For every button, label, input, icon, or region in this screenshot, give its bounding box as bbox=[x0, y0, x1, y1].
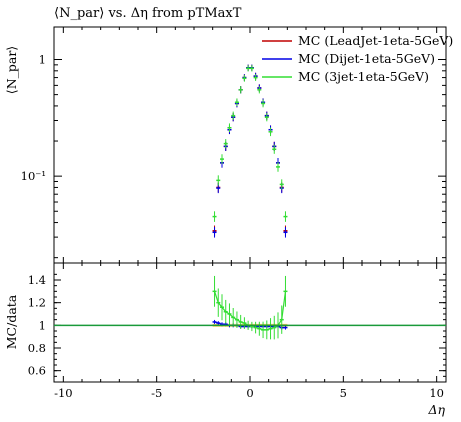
main-axis-ticks: 10⁻¹ 1 bbox=[21, 27, 446, 263]
main-y-tick-label: 1 bbox=[39, 53, 46, 67]
main-series-3 bbox=[212, 65, 288, 222]
ratio-axis-ticks: -10 -5 0 5 10 0.6 0.8 1 1.2 1.4 bbox=[28, 263, 446, 400]
x-tick-label: 10 bbox=[429, 386, 444, 400]
x-tick-label: -5 bbox=[151, 386, 162, 400]
x-tick-label: 0 bbox=[246, 386, 253, 400]
legend-item-leadjet: MC (LeadJet-1eta-5GeV) bbox=[262, 33, 453, 48]
ratio-series-group bbox=[54, 275, 446, 340]
x-tick-label: 5 bbox=[340, 386, 347, 400]
main-series-2 bbox=[212, 64, 288, 238]
ratio-panel: MC/data Δη -10 -5 0 5 10 0.6 0.8 1 1.2 1.4 bbox=[4, 262, 447, 417]
main-panel: ⟨N_par⟩ 10⁻¹ 1 bbox=[4, 26, 447, 264]
ratio-y-axis-label: MC/data bbox=[4, 294, 19, 349]
legend-label-3jet: MC (3jet-1eta-5GeV) bbox=[298, 69, 429, 84]
legend: MC (LeadJet-1eta-5GeV) MC (Dijet-1eta-5G… bbox=[262, 33, 453, 84]
main-y-axis-label: ⟨N_par⟩ bbox=[4, 46, 19, 94]
chart-title: ⟨N_par⟩ vs. Δη from pTMaxT bbox=[54, 6, 242, 21]
ratio-plot-frame bbox=[53, 262, 447, 383]
legend-item-dijet: MC (Dijet-1eta-5GeV) bbox=[262, 51, 435, 66]
legend-label-dijet: MC (Dijet-1eta-5GeV) bbox=[298, 51, 435, 66]
ratio-y-tick-label: 1 bbox=[39, 318, 46, 332]
legend-item-3jet: MC (3jet-1eta-5GeV) bbox=[262, 69, 429, 84]
legend-label-leadjet: MC (LeadJet-1eta-5GeV) bbox=[298, 33, 453, 48]
main-y-tick-label: 10⁻¹ bbox=[21, 169, 46, 183]
ratio-y-tick-label: 0.8 bbox=[28, 341, 46, 355]
ratio-series-3 bbox=[212, 275, 288, 340]
ratio-y-tick-label: 1.2 bbox=[28, 296, 46, 310]
x-tick-label: -10 bbox=[54, 386, 73, 400]
main-series-1 bbox=[212, 64, 288, 237]
ratio-y-tick-label: 0.6 bbox=[28, 364, 46, 378]
x-axis-label: Δη bbox=[427, 402, 445, 417]
ratio-y-tick-label: 1.4 bbox=[28, 273, 46, 287]
main-series-group bbox=[212, 64, 288, 238]
